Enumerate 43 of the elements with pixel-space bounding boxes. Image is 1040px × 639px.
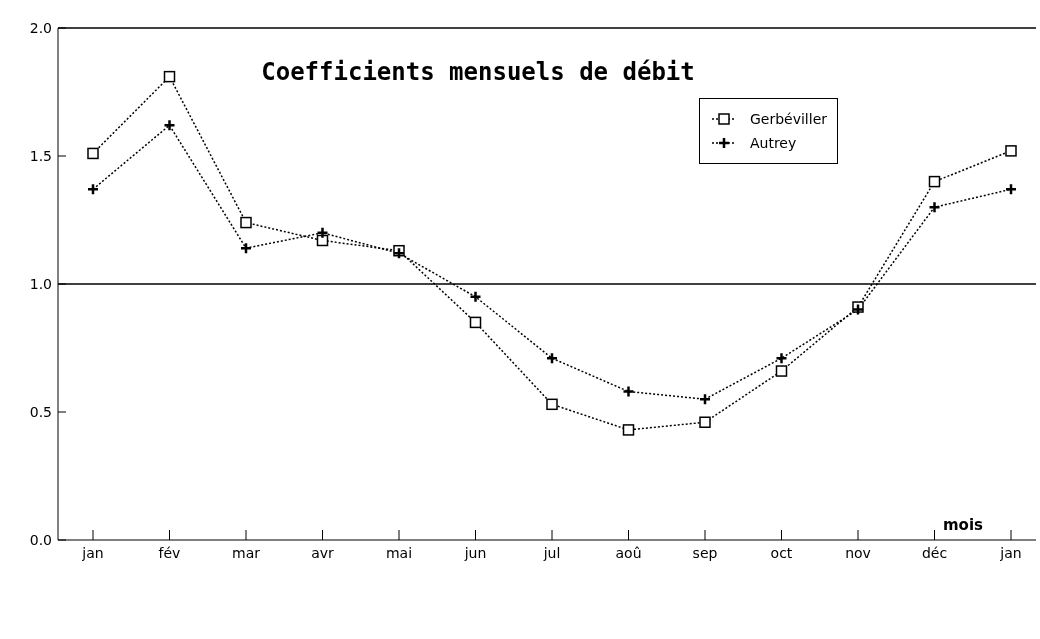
point — [469, 316, 482, 329]
point — [86, 183, 100, 196]
point — [622, 385, 635, 398]
x-tick-label: mar — [232, 544, 261, 561]
point — [775, 351, 788, 365]
x-tick-label: sep — [692, 544, 718, 561]
y-tick-label: 1.0 — [29, 275, 52, 292]
x-tick-label: nov — [845, 544, 871, 561]
y-tick-label: 1.5 — [29, 147, 52, 164]
point — [775, 365, 788, 377]
point — [240, 216, 252, 229]
point — [545, 351, 559, 365]
x-tick-label: oct — [770, 544, 793, 561]
point — [698, 392, 712, 406]
x-axis-title: mois — [942, 516, 984, 534]
x-tick-label: déc — [921, 544, 948, 561]
legend-label: Gerbéviller — [749, 110, 827, 129]
x-tick-label: fév — [158, 544, 181, 561]
legend-label: Autrey — [749, 134, 797, 153]
text: Coefficients mensuels de débit — [261, 58, 695, 86]
point — [699, 416, 711, 428]
point — [928, 200, 941, 214]
point — [546, 398, 558, 411]
point — [316, 226, 329, 240]
point — [87, 147, 99, 160]
x-tick-label: jun — [463, 544, 487, 561]
point — [1005, 145, 1017, 157]
x-tick-label: jan — [81, 544, 104, 561]
point — [928, 175, 941, 188]
point — [1004, 183, 1018, 196]
point — [469, 290, 482, 304]
x-tick-label: jul — [542, 544, 561, 561]
point — [239, 241, 253, 255]
x-tick-label: jan — [999, 544, 1022, 561]
y-tick-label: 2.0 — [29, 19, 52, 36]
x-tick-label: aoû — [615, 544, 642, 561]
point — [622, 424, 635, 436]
point — [163, 119, 176, 132]
y-tick-label: 0.0 — [29, 531, 52, 548]
x-tick-label: avr — [311, 544, 335, 561]
y-tick-label: 0.5 — [29, 403, 52, 420]
x-tick-label: mai — [385, 544, 413, 561]
point — [163, 70, 176, 83]
